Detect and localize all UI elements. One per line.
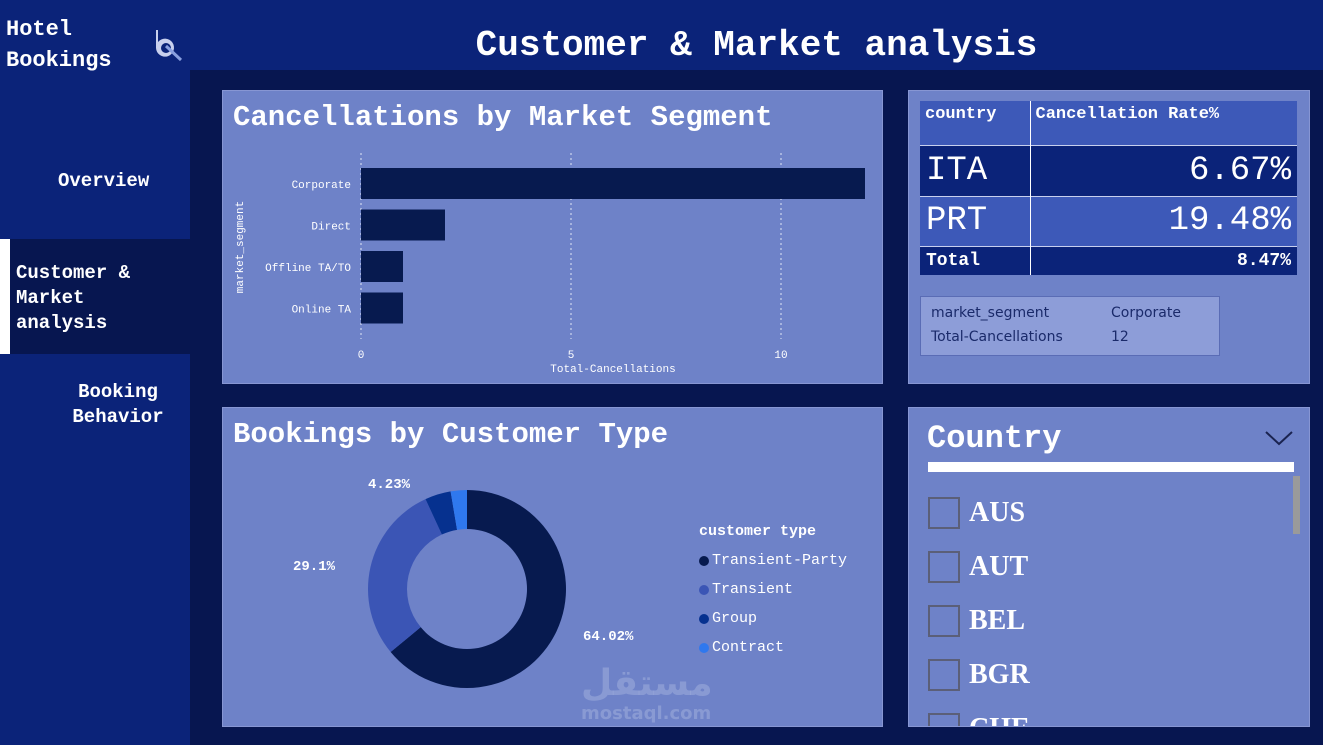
checkbox[interactable] — [928, 713, 960, 726]
bookings-logo-icon — [156, 30, 183, 62]
legend: Transient-Party Transient Group Contract — [699, 546, 847, 662]
chevron-down-icon[interactable] — [1264, 430, 1294, 446]
slicer-item[interactable]: BGR — [928, 648, 1030, 702]
legend-dot-icon — [699, 642, 709, 653]
data-label: 29.1% — [293, 559, 336, 575]
checkbox[interactable] — [928, 551, 960, 583]
bar-corporate — [361, 168, 865, 199]
watermark-text: mostaql.com — [581, 703, 712, 724]
watermark-logo: مستقل — [581, 664, 713, 704]
slicer-item-label: AUT — [969, 551, 1029, 582]
legend-item[interactable]: Group — [699, 604, 847, 633]
y-tick-label: Offline TA/TO — [265, 263, 351, 275]
legend-item[interactable]: Contract — [699, 633, 847, 662]
slice-transient — [368, 499, 442, 653]
app-title: Hotel Bookings — [6, 17, 112, 73]
legend-label: Transient-Party — [712, 552, 848, 569]
cell-rate: 6.67% — [1188, 151, 1291, 190]
slicer-item[interactable]: AUS — [928, 486, 1030, 540]
y-axis-label: market_segment — [235, 201, 247, 293]
donut-chart: 64.02% 29.1% 4.23% — [293, 477, 634, 688]
tooltip-label-1: market_segment — [931, 305, 1050, 321]
total-row: Total 8.47% — [920, 246, 1297, 275]
checkbox[interactable] — [928, 659, 960, 691]
x-tick-label: 0 — [358, 350, 365, 362]
slicer-title: Country — [927, 420, 1062, 457]
legend-dot-icon — [699, 613, 709, 624]
cancellation-rate-panel: country Cancellation Rate% ITA 6.67% PRT… — [908, 90, 1310, 384]
checkbox[interactable] — [928, 605, 960, 637]
x-tick-label: 10 — [774, 350, 787, 362]
sidebar: Hotel Bookings Overview Customer & Marke… — [0, 0, 190, 745]
market-segment-chart-panel: Cancellations by Market Segment 0 5 10 Corp… — [222, 90, 883, 384]
legend-label: Group — [712, 610, 758, 627]
cell-country: ITA — [920, 145, 1031, 196]
bar-direct — [361, 209, 445, 241]
legend-dot-icon — [699, 584, 709, 595]
slice-contract — [450, 490, 467, 530]
y-tick-label: Direct — [311, 222, 351, 234]
slicer-item[interactable]: CHE — [928, 702, 1030, 726]
col-header-country[interactable]: country — [920, 101, 1031, 145]
watermark-logo-text: مستقل — [581, 663, 713, 704]
y-tick-label: Online TA — [292, 305, 352, 317]
legend-label: Contract — [712, 639, 785, 656]
x-tick-label: 5 — [568, 350, 575, 362]
cancellation-rate-table: country Cancellation Rate% ITA 6.67% PRT… — [920, 101, 1297, 275]
cell-country: PRT — [920, 196, 1031, 246]
country-slicer: Country AUS AUT BEL BGR CHE — [908, 407, 1310, 727]
table-row: ITA 6.67% — [920, 145, 1297, 196]
slicer-item-label: AUS — [969, 497, 1026, 528]
chart-title: Cancellations by Market Segment — [233, 101, 773, 134]
slicer-item-label: BGR — [969, 659, 1030, 690]
header: Customer & Market analysis — [190, 0, 1323, 70]
slicer-item[interactable]: BEL — [928, 594, 1030, 648]
bar-online-ta — [361, 292, 403, 324]
bar-offline-ta-to — [361, 251, 403, 282]
cell-rate: 19.48% — [1168, 202, 1291, 240]
legend-title: customer type — [699, 523, 817, 540]
col-header-rate[interactable]: Cancellation Rate% — [1035, 105, 1220, 124]
table-row: PRT 19.48% — [920, 196, 1297, 246]
nav-customer-market-label: Customer & Market analysis — [16, 262, 131, 334]
legend-dot-icon — [699, 555, 709, 566]
page-title: Customer & Market analysis — [475, 25, 1038, 66]
tooltip: market_segment Corporate Total-Cancellat… — [920, 296, 1220, 356]
nav-customer-market[interactable]: Customer & Market analysis — [0, 239, 190, 354]
scrollbar[interactable] — [1293, 476, 1300, 534]
nav-booking-behavior[interactable]: Booking Behavior — [72, 381, 164, 428]
slicer-item[interactable]: AUT — [928, 540, 1030, 594]
checkbox[interactable] — [928, 497, 960, 529]
data-label: 64.02% — [583, 629, 634, 645]
slicer-list: AUS AUT BEL BGR CHE — [928, 486, 1030, 726]
slicer-divider — [928, 462, 1294, 472]
legend-item[interactable]: Transient-Party — [699, 546, 847, 575]
x-axis-label: Total-Cancellations — [550, 364, 675, 376]
slice-transient-party — [390, 490, 566, 688]
data-label: 4.23% — [368, 477, 411, 493]
slice-group — [425, 491, 458, 535]
tooltip-value-1: Corporate — [1111, 305, 1181, 321]
legend-item[interactable]: Transient — [699, 575, 847, 604]
y-tick-label: Corporate — [292, 180, 351, 192]
tooltip-value-2: 12 — [1111, 329, 1129, 345]
bar-chart: 0 5 10 Corporate Direct Offline TA/TO Online T… — [235, 153, 865, 376]
slicer-item-label: CHE — [969, 713, 1030, 726]
chart-title: Bookings by Customer Type — [233, 418, 669, 451]
total-label: Total — [920, 246, 1031, 275]
tooltip-label-2: Total-Cancellations — [931, 329, 1063, 345]
total-rate: 8.47% — [1236, 250, 1291, 271]
slicer-item-label: BEL — [969, 605, 1026, 636]
customer-type-chart-panel: Bookings by Customer Type 64.02% 29.1% 4.2… — [222, 407, 883, 727]
legend-label: Transient — [712, 581, 794, 598]
nav-overview[interactable]: Overview — [58, 170, 150, 192]
